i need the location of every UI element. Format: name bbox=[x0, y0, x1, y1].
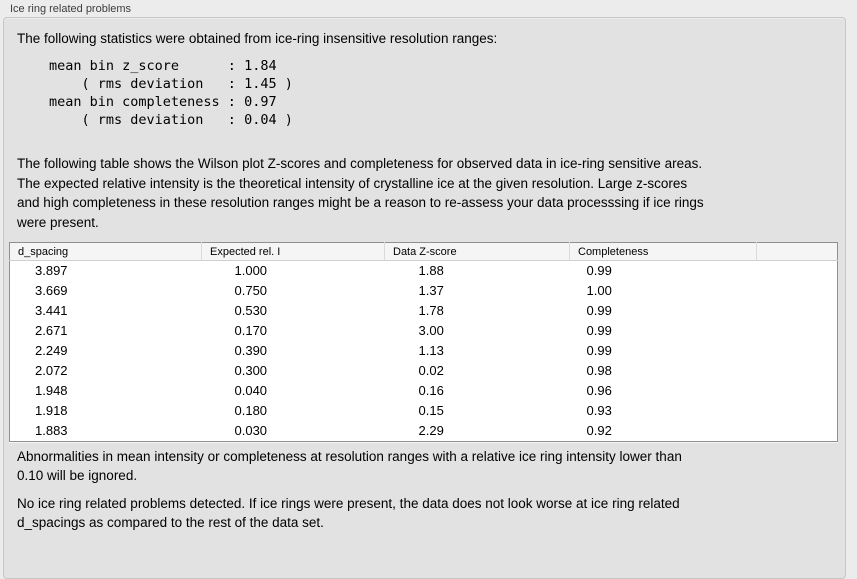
description-text: The following table shows the Wilson plo… bbox=[17, 156, 704, 230]
ignore-note-text: Abnormalities in mean intensity or compl… bbox=[17, 449, 682, 483]
cell-completeness: 1.00 bbox=[586, 283, 612, 298]
column-header-empty bbox=[756, 242, 838, 261]
cell-d-spacing: 3.897 bbox=[35, 263, 68, 278]
cell-d-spacing: 3.669 bbox=[35, 283, 68, 298]
cell-data-z-score: 1.37 bbox=[418, 283, 444, 298]
cell-d-spacing: 3.441 bbox=[35, 303, 68, 318]
cell-data-z-score: 0.16 bbox=[418, 383, 444, 398]
cell-expected-rel-i: 1.000 bbox=[234, 263, 268, 278]
table-row[interactable]: 2.072 0.300 0.02 0.98 bbox=[10, 361, 838, 381]
intro-text: The following statistics were obtained f… bbox=[17, 31, 498, 46]
groupbox-title: Ice ring related problems bbox=[10, 3, 132, 15]
cell-completeness: 0.99 bbox=[586, 323, 612, 338]
conclusion-text: No ice ring related problems detected. I… bbox=[17, 496, 680, 530]
table-header-row: d_spacing Expected rel. I Data Z-score C… bbox=[9, 242, 838, 261]
ice-ring-panel: The following statistics were obtained f… bbox=[3, 17, 846, 579]
cell-completeness: 0.99 bbox=[586, 303, 612, 318]
cell-data-z-score: 1.88 bbox=[418, 263, 444, 278]
cell-expected-rel-i: 0.530 bbox=[234, 303, 268, 318]
cell-completeness: 0.99 bbox=[586, 343, 612, 358]
table-row[interactable]: 2.249 0.390 1.13 0.99 bbox=[10, 341, 838, 361]
cell-empty bbox=[757, 381, 838, 401]
cell-completeness: 0.93 bbox=[586, 403, 612, 418]
table-row[interactable]: 2.671 0.170 3.00 0.99 bbox=[10, 321, 838, 341]
cell-data-z-score: 1.13 bbox=[418, 343, 444, 358]
cell-completeness: 0.96 bbox=[586, 383, 612, 398]
cell-data-z-score: 0.15 bbox=[418, 403, 444, 418]
cell-expected-rel-i: 0.750 bbox=[234, 283, 268, 298]
cell-empty bbox=[757, 421, 838, 442]
table-row[interactable]: 3.897 1.000 1.88 0.99 bbox=[10, 261, 838, 282]
cell-empty bbox=[757, 261, 838, 282]
cell-d-spacing: 1.883 bbox=[35, 423, 68, 438]
table-row[interactable]: 1.883 0.030 2.29 0.92 bbox=[10, 421, 838, 442]
cell-data-z-score: 2.29 bbox=[418, 423, 444, 438]
table-row[interactable]: 3.441 0.530 1.78 0.99 bbox=[10, 301, 838, 321]
column-header-data-z-score[interactable]: Data Z-score bbox=[384, 242, 570, 261]
cell-expected-rel-i: 0.030 bbox=[234, 423, 268, 438]
column-header-expected-rel-i[interactable]: Expected rel. I bbox=[201, 242, 385, 261]
cell-expected-rel-i: 0.170 bbox=[234, 323, 268, 338]
stats-block: mean bin z_score : 1.84 ( rms deviation … bbox=[49, 58, 293, 128]
table-row[interactable]: 1.948 0.040 0.16 0.96 bbox=[10, 381, 838, 401]
cell-empty bbox=[757, 341, 838, 361]
column-header-completeness[interactable]: Completeness bbox=[569, 242, 757, 261]
cell-expected-rel-i: 0.300 bbox=[234, 363, 268, 378]
cell-completeness: 0.98 bbox=[586, 363, 612, 378]
cell-d-spacing: 2.249 bbox=[35, 343, 68, 358]
cell-data-z-score: 3.00 bbox=[418, 323, 444, 338]
cell-empty bbox=[757, 321, 838, 341]
ice-ring-table: d_spacing Expected rel. I Data Z-score C… bbox=[9, 242, 838, 442]
cell-empty bbox=[757, 301, 838, 321]
column-header-d-spacing[interactable]: d_spacing bbox=[9, 242, 202, 261]
cell-data-z-score: 0.02 bbox=[418, 363, 444, 378]
cell-completeness: 0.99 bbox=[586, 263, 612, 278]
cell-d-spacing: 2.671 bbox=[35, 323, 68, 338]
cell-data-z-score: 1.78 bbox=[418, 303, 444, 318]
cell-d-spacing: 1.918 bbox=[35, 403, 68, 418]
table-row[interactable]: 1.918 0.180 0.15 0.93 bbox=[10, 401, 838, 421]
cell-empty bbox=[757, 401, 838, 421]
cell-empty bbox=[757, 281, 838, 301]
table-row[interactable]: 3.669 0.750 1.37 1.00 bbox=[10, 281, 838, 301]
cell-expected-rel-i: 0.390 bbox=[234, 343, 268, 358]
cell-completeness: 0.92 bbox=[586, 423, 612, 438]
cell-expected-rel-i: 0.040 bbox=[234, 383, 268, 398]
cell-empty bbox=[757, 361, 838, 381]
cell-d-spacing: 2.072 bbox=[35, 363, 68, 378]
cell-expected-rel-i: 0.180 bbox=[234, 403, 268, 418]
cell-d-spacing: 1.948 bbox=[35, 383, 68, 398]
